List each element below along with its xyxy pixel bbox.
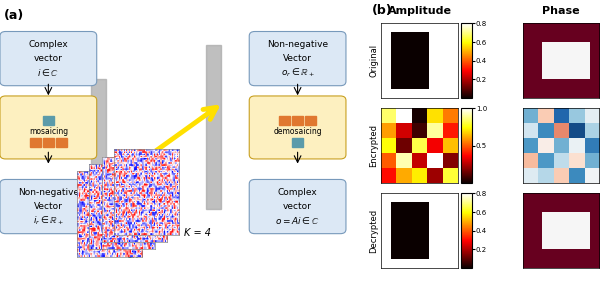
Text: $i_r \in \mathbb{R}_+$: $i_r \in \mathbb{R}_+$ (33, 214, 64, 226)
Text: vector: vector (34, 54, 63, 63)
Text: Amplitude: Amplitude (388, 6, 452, 16)
Bar (43, 116, 53, 125)
FancyBboxPatch shape (0, 32, 97, 86)
Text: K = 4: K = 4 (184, 228, 211, 238)
Bar (91, 79, 106, 243)
Text: (b): (b) (371, 4, 392, 18)
Text: Non-negative: Non-negative (267, 40, 328, 49)
FancyBboxPatch shape (0, 96, 97, 159)
Bar (206, 45, 221, 209)
Bar (280, 116, 290, 125)
Text: $i \in \mathbb{C}$: $i \in \mathbb{C}$ (37, 67, 59, 78)
Text: mosaicing: mosaicing (29, 127, 68, 136)
Bar (30, 138, 41, 146)
Y-axis label: Decrypted: Decrypted (369, 209, 378, 253)
FancyBboxPatch shape (0, 179, 97, 234)
Text: Non-negative: Non-negative (18, 188, 79, 197)
Y-axis label: Encrypted: Encrypted (369, 124, 378, 167)
Text: Vector: Vector (283, 54, 312, 63)
Bar (305, 116, 316, 125)
Text: Complex: Complex (278, 188, 317, 197)
FancyBboxPatch shape (249, 179, 346, 234)
Text: $o_r \in \mathbb{R}_+$: $o_r \in \mathbb{R}_+$ (281, 66, 314, 79)
Text: Complex: Complex (28, 40, 68, 49)
Text: Vector: Vector (34, 202, 63, 211)
Text: $o = Ai \in \mathbb{C}$: $o = Ai \in \mathbb{C}$ (275, 215, 320, 226)
Text: vector: vector (283, 202, 312, 211)
Bar (43, 138, 53, 146)
Bar (56, 138, 67, 146)
Text: demosaicing: demosaicing (273, 127, 322, 136)
Text: (a): (a) (4, 9, 24, 22)
FancyBboxPatch shape (249, 32, 346, 86)
Y-axis label: Original: Original (369, 44, 378, 77)
FancyBboxPatch shape (249, 96, 346, 159)
Bar (292, 116, 303, 125)
Text: Phase: Phase (542, 6, 580, 16)
Bar (292, 138, 303, 146)
Text: 8λ: 8λ (126, 250, 138, 260)
